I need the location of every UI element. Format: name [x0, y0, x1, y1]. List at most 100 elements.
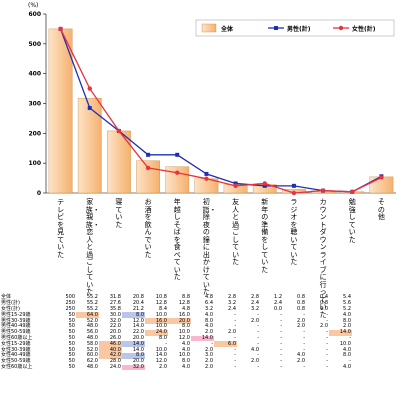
table-cell: 8.0	[122, 312, 145, 319]
table-cell: 2.0	[320, 323, 328, 330]
table-cell: 14.0	[191, 336, 214, 342]
table-cell: 2.8	[228, 294, 236, 301]
x-tick-label: 勉強していた	[348, 198, 356, 244]
table-cell: 2.8	[251, 294, 259, 301]
table-cell: 14.0	[329, 330, 352, 336]
table-cell: 4.8	[205, 294, 213, 301]
table-cell: 12.0	[132, 317, 144, 324]
table-cell: -	[257, 334, 259, 341]
table-row: 男性15-29歳 50 64.0 30.0 8.0 10.0 16.0 4.0 - - - - - 4.0	[0, 311, 352, 319]
table-cell: 46.0	[99, 341, 122, 348]
table-cell: 4.0	[297, 352, 305, 359]
table-cell: 22.0	[132, 329, 144, 336]
table-cell: -	[165, 340, 167, 347]
row-label: 女性50-59歳	[1, 358, 31, 365]
table-cell: 32.0	[109, 317, 121, 324]
row-count: 250	[65, 305, 75, 312]
table-cell: 30.0	[109, 311, 121, 318]
table-cell: 4.8	[182, 305, 190, 312]
table-row: 女性15-29歳 50 58.0 46.0 14.0-4.0-6.0- - - -10.0	[0, 340, 352, 348]
table-cell: -	[326, 358, 328, 365]
table-cell: 12.0	[155, 358, 167, 365]
table-cell: 20.0	[132, 358, 144, 365]
series-point	[233, 181, 238, 186]
legend-marker	[338, 25, 344, 31]
table-cell: 40.0	[99, 347, 122, 353]
table-cell: -	[349, 358, 351, 365]
table-cell: -	[280, 352, 282, 359]
series-point	[87, 105, 92, 110]
series-point	[204, 176, 209, 181]
table-cell: 0.0	[274, 305, 282, 312]
x-tick-label: 家族・親族・恋人と過ごしていた	[85, 198, 100, 296]
row-label: 全体	[1, 294, 12, 301]
legend-box	[195, 19, 395, 37]
table-cell: 24.0	[145, 330, 168, 336]
table-row: 男性30-39歳 50 52.0 32.0 12.0 16.0 20.0 8.0 - 2.0 - 2.…	[0, 318, 352, 324]
table-cell: 2.4	[228, 305, 236, 312]
table-cell: 58.0	[86, 340, 98, 347]
legend-marker	[274, 26, 278, 30]
table-cell: 52.0	[86, 317, 98, 324]
table-cell: 48.0	[86, 363, 98, 370]
table-cell: 55.2	[86, 294, 98, 301]
series-point	[291, 190, 297, 196]
table-cell: 56.0	[86, 329, 98, 336]
table-cell: 0.4	[320, 294, 328, 301]
table-cell: 4.0	[182, 340, 190, 347]
table-cell: 48.0	[86, 323, 98, 330]
table-cell: 12.0	[178, 334, 190, 341]
table-cell: -	[234, 352, 236, 359]
table-cell: 6.0	[214, 341, 237, 348]
series-point	[379, 175, 384, 180]
table-cell: 20.4	[132, 300, 144, 307]
table-cell: 2.0	[205, 329, 213, 336]
row-label: 男性30-39歳	[1, 317, 31, 324]
table-row: 女性60歳以上 50 48.0 24.0 32.0 2.0 4.0 2.0 - - - - - 4.0	[0, 365, 352, 371]
series-point	[116, 128, 122, 134]
table-cell: 0.8	[297, 294, 305, 301]
table-cell: 10.0	[155, 323, 167, 330]
table-cell: 2.0	[205, 358, 213, 365]
table-cell: 8.0	[122, 353, 145, 359]
row-label: 女性(計)	[1, 305, 20, 312]
y-tick-label: 600	[28, 11, 41, 18]
table-cell: 62.0	[86, 358, 98, 365]
table-cell: 2.0	[251, 317, 259, 324]
table-cell: -	[257, 311, 259, 318]
table-cell: -	[303, 329, 305, 336]
table-cell: -	[280, 358, 282, 365]
bar	[77, 97, 102, 194]
table-cell: 2.4	[251, 300, 259, 307]
table-cell: -	[280, 334, 282, 341]
table-cell: -	[234, 363, 236, 370]
row-count: 50	[68, 352, 75, 359]
x-tick-label: その他	[377, 198, 385, 221]
table-cell: -	[280, 346, 282, 353]
table-cell: 2.4	[274, 300, 282, 307]
table-cell: 2.0	[343, 323, 351, 330]
table-cell: -	[326, 329, 328, 336]
table-cell: 5.6	[343, 300, 351, 307]
table-cell: 4.0	[205, 311, 213, 318]
x-tick-label: カウントダウンライブに行っていた	[319, 198, 327, 319]
table-cell: -	[326, 346, 328, 353]
row-count: 50	[68, 311, 75, 318]
table-cell: -	[326, 311, 328, 318]
table-cell: 3.2	[251, 305, 259, 312]
table-cell: -	[234, 323, 236, 330]
table-cell: 20.0	[168, 318, 191, 324]
series-point	[204, 171, 209, 176]
table-cell: 8.0	[343, 317, 351, 324]
table-cell: 8.0	[182, 358, 190, 365]
row-count: 50	[68, 363, 75, 370]
table-cell: 2.0	[205, 363, 213, 370]
table-cell: 24.0	[109, 363, 121, 370]
row-count: 50	[68, 323, 75, 330]
table-cell: 20.0	[109, 329, 121, 336]
table-cell: 21.2	[132, 305, 144, 312]
table-cell: 0.8	[320, 300, 328, 307]
row-label: 女性15-29歳	[1, 340, 31, 347]
table-cell: 0.8	[297, 305, 305, 312]
legend: 全体 男性(計) 女性(計)	[195, 19, 395, 37]
